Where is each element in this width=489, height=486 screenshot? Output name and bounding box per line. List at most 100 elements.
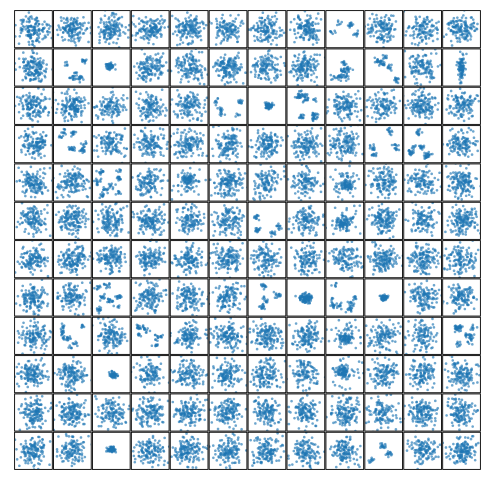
data-point: [262, 30, 265, 33]
data-point: [105, 106, 109, 110]
data-point: [336, 113, 340, 117]
scatter-panel: [14, 48, 53, 87]
scatter-panel: [14, 86, 53, 125]
data-point: [147, 73, 151, 77]
data-point: [420, 111, 424, 114]
data-point: [376, 36, 379, 40]
data-point: [60, 136, 63, 139]
data-point: [108, 33, 112, 36]
data-point: [197, 142, 200, 145]
data-point: [109, 31, 113, 34]
data-point: [152, 138, 155, 142]
data-point: [470, 109, 474, 112]
data-point: [152, 115, 155, 118]
data-point: [237, 35, 241, 38]
data-point: [442, 35, 446, 39]
data-point: [158, 107, 162, 110]
data-point: [458, 40, 462, 44]
data-point: [114, 108, 117, 111]
data-point: [179, 36, 182, 39]
data-point: [267, 22, 270, 25]
data-point: [366, 114, 369, 118]
panel-points: [170, 88, 208, 125]
data-point: [112, 109, 115, 113]
panel-points: [442, 10, 479, 47]
data-point: [26, 34, 30, 37]
data-point: [164, 114, 167, 117]
data-point: [425, 103, 429, 106]
data-point: [103, 36, 106, 39]
data-point: [174, 17, 177, 20]
data-point: [421, 90, 425, 94]
data-point: [139, 36, 143, 39]
data-point: [452, 26, 455, 29]
data-point: [351, 68, 355, 72]
data-point: [28, 65, 32, 68]
data-point: [155, 111, 158, 114]
data-point: [261, 64, 264, 68]
data-point: [229, 80, 232, 84]
data-point: [378, 20, 382, 23]
data-point: [259, 55, 262, 59]
panel-frame: [325, 86, 365, 125]
data-point: [317, 38, 320, 41]
data-point: [186, 100, 190, 103]
data-point: [181, 34, 184, 38]
panel-frame: [14, 86, 53, 125]
data-point: [181, 148, 185, 152]
data-point: [26, 105, 30, 109]
panel-points: [170, 11, 208, 47]
data-point: [210, 22, 213, 25]
panel-frame: [169, 10, 209, 49]
data-point: [139, 27, 143, 30]
data-point: [137, 73, 141, 77]
data-point: [415, 66, 419, 69]
data-point: [122, 103, 125, 107]
data-point: [82, 96, 86, 99]
data-point: [156, 52, 160, 55]
data-point: [125, 147, 128, 150]
data-point: [75, 33, 78, 36]
data-point: [119, 152, 123, 155]
data-point: [267, 40, 270, 43]
data-point: [306, 23, 310, 26]
data-point: [114, 134, 118, 138]
data-point: [20, 28, 24, 31]
data-point: [188, 75, 191, 79]
data-point: [271, 60, 275, 64]
data-point: [414, 15, 417, 19]
data-point: [436, 37, 439, 41]
data-point: [452, 98, 455, 102]
data-point: [164, 106, 167, 110]
data-point: [462, 91, 466, 95]
data-point: [211, 154, 215, 158]
data-point: [107, 108, 110, 112]
data-point: [417, 70, 421, 74]
data-point: [468, 99, 472, 103]
data-point: [72, 39, 75, 43]
data-point: [104, 110, 107, 113]
data-point: [120, 25, 124, 28]
data-point: [141, 107, 145, 111]
data-point: [148, 153, 151, 157]
data-point: [311, 43, 315, 46]
data-point: [72, 24, 76, 28]
data-point: [190, 113, 194, 117]
data-point: [414, 60, 418, 64]
data-point: [37, 22, 41, 26]
data-point: [100, 18, 103, 22]
data-point: [302, 68, 306, 72]
data-point: [188, 56, 192, 59]
data-point: [118, 34, 122, 37]
data-point: [459, 66, 462, 70]
data-point: [309, 68, 313, 71]
data-point: [217, 139, 221, 143]
data-point: [127, 28, 130, 32]
data-point: [30, 55, 34, 58]
data-point: [380, 88, 383, 91]
data-point: [423, 116, 427, 119]
data-point: [193, 73, 196, 77]
data-point: [159, 63, 162, 67]
data-point: [222, 69, 226, 72]
data-point: [468, 108, 471, 112]
